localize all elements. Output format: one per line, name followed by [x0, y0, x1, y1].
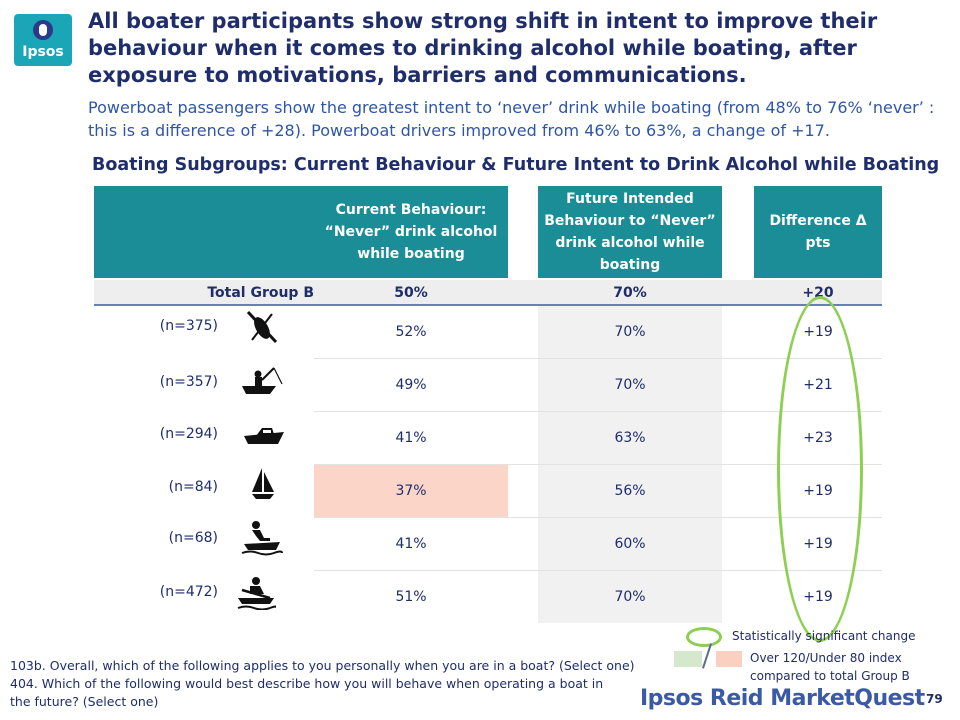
row-divider — [314, 464, 882, 465]
row-future-cell: 63% — [538, 412, 722, 464]
row-future-cell: 70% — [538, 571, 722, 623]
legend-connector — [702, 643, 712, 669]
slide-subtitle: Powerboat passengers show the greatest i… — [88, 98, 935, 140]
header-current-behaviour: Current Behaviour: “Never” drink alcohol… — [324, 202, 498, 262]
legend-under-80-swatch — [716, 651, 742, 667]
footnote-question-2: 404. Which of the following would best d… — [10, 676, 604, 709]
row-divider — [314, 570, 882, 571]
header-future-intent: Future Intended Behaviour to “Never” dri… — [544, 191, 716, 273]
row-current-cell: 49% — [314, 359, 508, 411]
row-future-cell: 70% — [538, 306, 722, 358]
legend-significance-label: Statistically significant change — [732, 629, 916, 643]
page-number: 79 — [926, 692, 943, 706]
legend-index-label: Over 120/Under 80 index compared to tota… — [750, 651, 910, 683]
row-sample-size: (n=68) — [168, 530, 218, 546]
slide-title: All boater participants show strong shif… — [88, 9, 878, 87]
no-paddling-icon — [246, 310, 278, 344]
row-sample-size: (n=375) — [159, 318, 218, 334]
row-current-cell: 51% — [314, 571, 508, 623]
row-future-cell: 70% — [538, 359, 722, 411]
row-divider — [314, 517, 882, 518]
rowboat-icon — [237, 577, 276, 610]
row-current-cell: 52% — [314, 306, 508, 358]
header-spacer — [508, 186, 538, 278]
row-divider — [314, 411, 882, 412]
row-sample-size: (n=472) — [159, 584, 218, 600]
row-divider — [314, 358, 882, 359]
significance-highlight-oval — [777, 296, 863, 642]
total-future-cell: 70% — [613, 285, 647, 301]
header-spacer — [722, 186, 754, 278]
ipsos-logo-text: Ipsos — [22, 44, 64, 60]
row-sample-size: (n=294) — [159, 426, 218, 442]
row-sample-size: (n=84) — [168, 479, 218, 495]
legend-over-120-swatch — [674, 651, 702, 667]
personal-watercraft-icon — [241, 521, 283, 556]
row-future-cell: 60% — [538, 518, 722, 570]
row-sample-size: (n=357) — [159, 374, 218, 390]
total-row — [94, 280, 882, 306]
footnote-question-1: 103b. Overall, which of the following ap… — [10, 658, 635, 673]
table-title: Boating Subgroups: Current Behaviour & F… — [92, 155, 940, 175]
row-current-cell-highlighted: 37% — [314, 465, 508, 517]
question-footnote: 103b. Overall, which of the following ap… — [10, 657, 670, 711]
header-difference: Difference Δ pts — [769, 213, 867, 251]
total-row-label: Total Group B — [207, 285, 314, 301]
fishing-boat-icon — [242, 367, 283, 394]
row-future-cell: 56% — [538, 465, 722, 517]
ipsos-logo-mark — [33, 20, 53, 40]
row-current-cell: 41% — [314, 412, 508, 464]
total-current-cell: 50% — [394, 285, 428, 301]
brand-wordmark: Ipsos Reid MarketQuest — [640, 686, 925, 711]
ipsos-logo: Ipsos — [14, 14, 72, 66]
legend-significance-oval — [686, 627, 722, 647]
powerboat-icon — [244, 428, 284, 444]
sailboat-icon — [252, 468, 274, 499]
row-current-cell: 41% — [314, 518, 508, 570]
